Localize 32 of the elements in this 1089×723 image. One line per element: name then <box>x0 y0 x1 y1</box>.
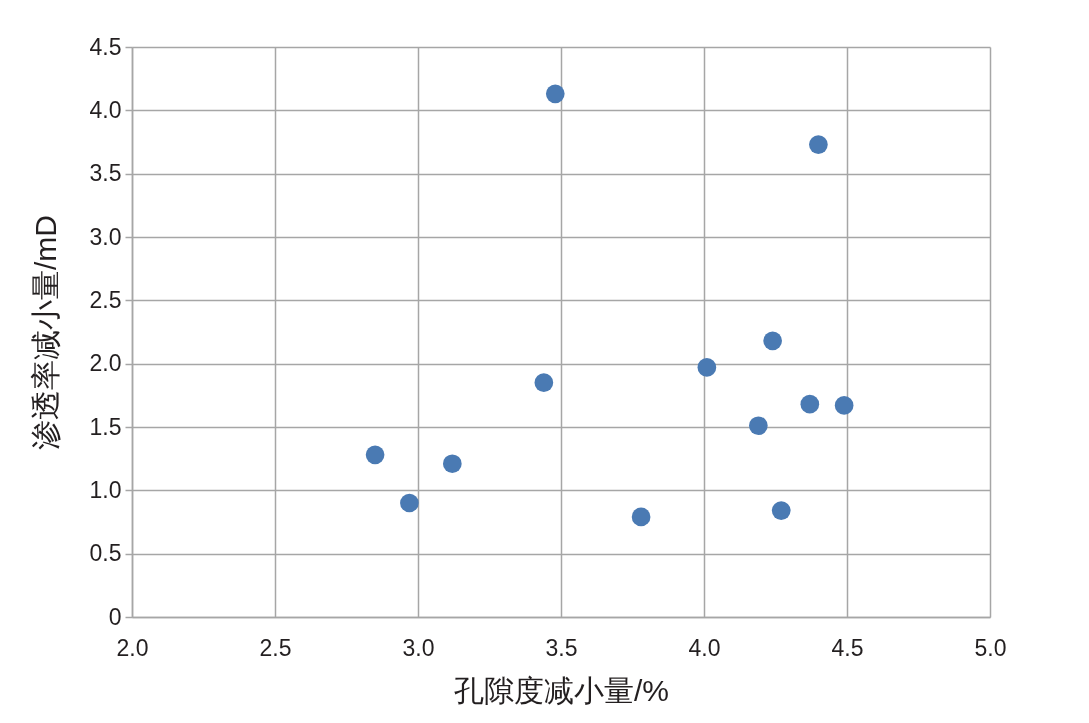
y-axis-title: 渗透率减小量/mD <box>28 215 62 450</box>
point <box>545 84 565 104</box>
x-tick-label: 3.0 <box>402 634 435 661</box>
point <box>800 394 820 414</box>
point <box>534 373 554 392</box>
y-tick-label: 0.5 <box>89 540 122 567</box>
y-tick-label: 0 <box>108 603 122 630</box>
point <box>697 358 717 377</box>
x-axis-title: 孔隙度减小量/% <box>453 673 670 707</box>
point <box>748 416 768 436</box>
y-tick-label: 2.0 <box>89 350 122 377</box>
y-tick-label: 1.5 <box>89 413 122 440</box>
y-tick-label: 3.5 <box>89 160 122 187</box>
point <box>763 331 782 351</box>
point <box>400 493 419 513</box>
point <box>442 454 462 474</box>
point <box>771 501 791 520</box>
y-tick-label: 4.0 <box>89 96 122 123</box>
x-tick-label: 2.5 <box>259 634 292 661</box>
point <box>834 396 854 415</box>
y-tick-label: 2.5 <box>89 286 122 313</box>
y-tick-label: 1.0 <box>89 476 122 503</box>
point <box>631 507 651 527</box>
x-tick-label: 2.0 <box>116 634 149 661</box>
x-tick-label: 4.5 <box>831 634 864 661</box>
y-tick-label: 3.0 <box>89 223 122 250</box>
x-tick-label: 3.5 <box>545 634 578 661</box>
x-tick-label: 5.0 <box>974 634 1007 661</box>
point <box>809 135 828 154</box>
x-tick-label: 4.0 <box>688 634 721 661</box>
point <box>365 445 385 465</box>
y-tick-label: 4.5 <box>89 33 122 60</box>
